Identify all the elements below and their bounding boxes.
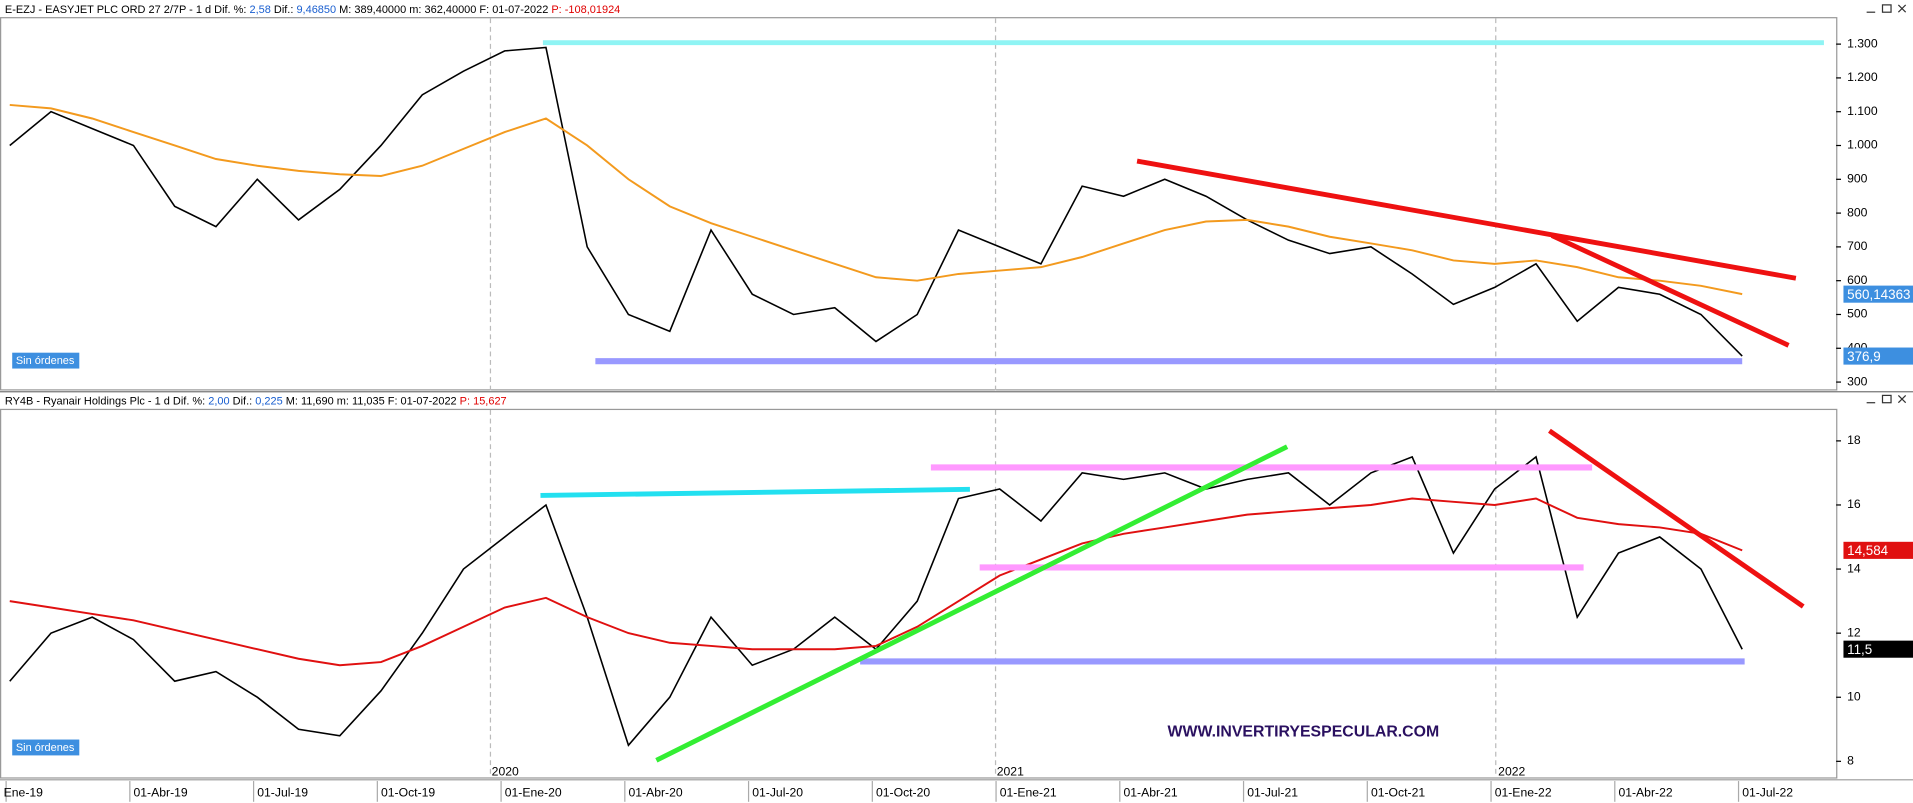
- x-tick-label: 01-Ene-20: [505, 785, 562, 799]
- y-tick-label: 900: [1847, 172, 1868, 186]
- header-part: 01-07-2022: [492, 4, 548, 16]
- y-tick-label: 500: [1847, 307, 1868, 321]
- watermark: WWW.INVERTIRYESPECULAR.COM: [1168, 723, 1440, 740]
- header-part: 11,035: [352, 395, 385, 407]
- panel-header: E-EZJ - EASYJET PLC ORD 27 2/7P - 1 d Di…: [5, 4, 620, 16]
- header-part: Dif.:: [230, 395, 256, 407]
- x-tick-label: 01-Abr-21: [1123, 785, 1177, 799]
- header-part: P:: [548, 4, 564, 16]
- x-tick-label: Ene-19: [4, 785, 44, 799]
- header-part: 389,40000: [354, 4, 406, 16]
- x-tick-label: 01-Ene-22: [1495, 785, 1552, 799]
- header-part: 01-07-2022: [401, 395, 457, 407]
- value-badge: [1843, 541, 1913, 559]
- header-part: E-EZJ - EASYJET PLC ORD 27 2/7P - 1 d: [5, 4, 211, 16]
- y-tick-label: 800: [1847, 205, 1868, 219]
- header-part: m:: [406, 4, 424, 16]
- value-label: 376,9: [1847, 349, 1881, 364]
- panel-frame: [0, 408, 1838, 779]
- header-part: 0,225: [255, 395, 282, 407]
- header-part: 362,40000: [425, 4, 477, 16]
- order-button[interactable]: [12, 739, 80, 756]
- header-part: RY4B - Ryanair Holdings Plc - 1 d: [5, 395, 170, 407]
- x-tick-label: 01-Abr-19: [134, 785, 188, 799]
- value-badge: [1843, 285, 1913, 303]
- header-part: 15,627: [473, 395, 507, 407]
- series-line: [9, 103, 1743, 296]
- series-line: [9, 46, 1743, 357]
- header-part: Dif.:: [271, 4, 297, 16]
- header-part: F:: [385, 395, 401, 407]
- y-tick-label: 300: [1847, 374, 1868, 388]
- x-tick-label: 01-Oct-21: [1371, 785, 1425, 799]
- y-tick-label: 700: [1847, 239, 1868, 253]
- x-tick-label: 01-Abr-22: [1618, 785, 1672, 799]
- panel-header: RY4B - Ryanair Holdings Plc - 1 d Dif. %…: [5, 395, 507, 407]
- y-tick-label: 10: [1847, 689, 1861, 703]
- header-part: 2,00: [208, 395, 229, 407]
- header-part: M:: [336, 4, 354, 16]
- value-label: 560,14363: [1847, 287, 1910, 302]
- y-tick-label: 1.300: [1847, 36, 1878, 50]
- header-part: 2,58: [250, 4, 271, 16]
- order-button-label[interactable]: Sin órdenes: [16, 742, 75, 754]
- order-button-label[interactable]: Sin órdenes: [16, 355, 75, 367]
- y-tick-label: 12: [1847, 625, 1861, 639]
- series-line: [9, 497, 1743, 667]
- trendlines: [540, 40, 1824, 763]
- order-button[interactable]: [12, 352, 80, 369]
- value-label: 11,5: [1847, 642, 1872, 657]
- y-tick-label: 1.000: [1847, 138, 1878, 152]
- value-label: 14,584: [1847, 543, 1889, 558]
- year-label: 2022: [1498, 765, 1525, 779]
- panel-frame: [0, 17, 1838, 391]
- x-tick-label: 01-Abr-20: [628, 785, 682, 799]
- header-part: -108,01924: [565, 4, 621, 16]
- header-part: P:: [457, 395, 473, 407]
- y-tick-label: 16: [1847, 497, 1861, 511]
- x-tick-label: 01-Oct-19: [381, 785, 435, 799]
- window-controls[interactable]: [1866, 4, 1907, 404]
- header-part: m:: [334, 395, 352, 407]
- header-part: 11,690: [301, 395, 334, 407]
- x-tick-label: 01-Jul-19: [257, 785, 308, 799]
- value-badge: [1843, 347, 1913, 365]
- x-tick-label: 01-Oct-20: [876, 785, 930, 799]
- y-tick-label: 600: [1847, 273, 1868, 287]
- x-tick-label: 01-Jul-22: [1742, 785, 1793, 799]
- y-tick-label: 14: [1847, 561, 1861, 575]
- y-tick-label: 1.100: [1847, 104, 1878, 118]
- year-label: 2021: [997, 765, 1024, 779]
- x-tick-label: 01-Ene-21: [1000, 785, 1057, 799]
- x-tick-label: 01-Jul-20: [752, 785, 803, 799]
- header-part: Dif. %:: [211, 4, 249, 16]
- year-label: 2020: [492, 765, 519, 779]
- header-part: M:: [283, 395, 301, 407]
- value-badge: [1843, 640, 1913, 658]
- header-part: Dif. %:: [170, 395, 208, 407]
- y-tick-label: 18: [1847, 433, 1861, 447]
- header-part: 9,46850: [296, 4, 336, 16]
- header-part: F:: [476, 4, 492, 16]
- y-tick-label: 1.200: [1847, 70, 1878, 84]
- x-tick-label: 01-Jul-21: [1247, 785, 1298, 799]
- y-tick-label: 8: [1847, 754, 1854, 768]
